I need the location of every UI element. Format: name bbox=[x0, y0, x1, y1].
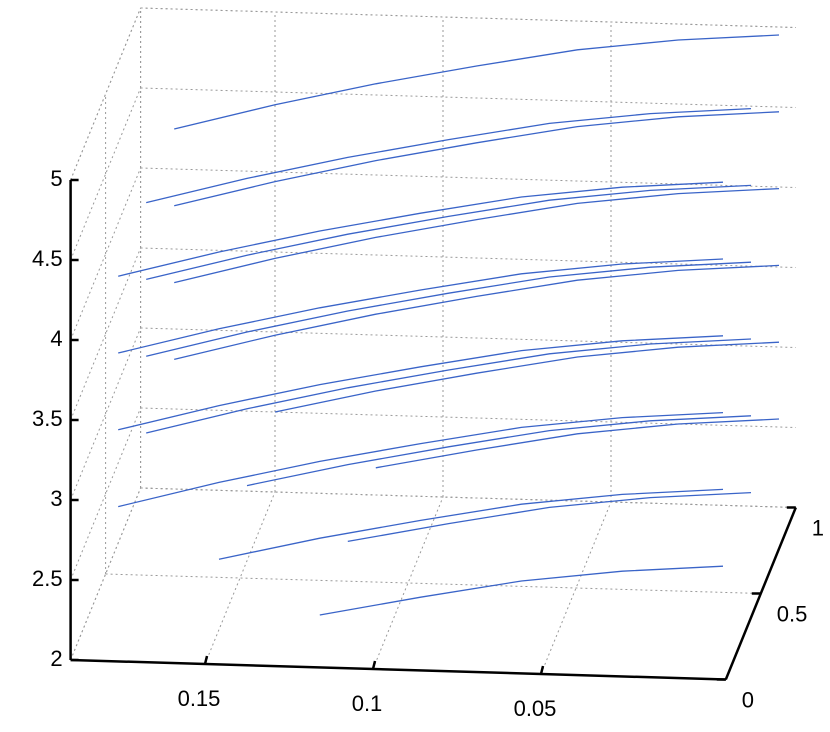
grid-line bbox=[140, 247, 796, 268]
z-tick-label: 4 bbox=[50, 326, 62, 351]
z-tick-label: 3.5 bbox=[32, 406, 63, 431]
x-tick-label: 0.1 bbox=[352, 691, 383, 716]
data-line bbox=[375, 418, 780, 469]
grid-line bbox=[140, 87, 796, 108]
grid-line bbox=[70, 167, 142, 341]
x-tick-label: 0.15 bbox=[178, 686, 221, 711]
grid-line bbox=[70, 247, 142, 421]
z-tick-label: 3 bbox=[50, 486, 62, 511]
z-tick-label: 5 bbox=[50, 166, 62, 191]
z-tick-label: 4.5 bbox=[32, 246, 63, 271]
data-line bbox=[347, 491, 752, 543]
x-tick bbox=[539, 665, 545, 675]
grid-line bbox=[140, 407, 796, 428]
data-line bbox=[118, 258, 724, 354]
box-edge bbox=[70, 7, 142, 181]
grid-line bbox=[70, 7, 142, 181]
data-line bbox=[118, 335, 724, 431]
x-tick-label: 0.05 bbox=[514, 696, 557, 721]
data-line bbox=[174, 264, 780, 361]
data-line bbox=[174, 111, 780, 207]
x-tick bbox=[371, 660, 377, 670]
y-tick-label: 1 bbox=[812, 515, 824, 540]
grid-line bbox=[204, 491, 276, 665]
data-line bbox=[174, 34, 780, 130]
grid-line bbox=[70, 327, 142, 501]
data-line bbox=[319, 565, 724, 616]
x-axis bbox=[70, 658, 726, 681]
data-line bbox=[218, 488, 724, 560]
z-tick-label: 2 bbox=[50, 646, 62, 671]
box-edge bbox=[140, 7, 796, 28]
grid-line bbox=[540, 501, 612, 675]
grid-line bbox=[105, 573, 761, 594]
data-line bbox=[146, 107, 752, 204]
data-line bbox=[146, 184, 752, 281]
grid-line bbox=[70, 407, 142, 581]
x-tick bbox=[203, 655, 209, 665]
grid-line bbox=[140, 327, 796, 348]
data-line bbox=[146, 338, 752, 434]
data-line bbox=[118, 411, 724, 508]
y-tick-label: 0 bbox=[742, 687, 754, 712]
grid-line bbox=[70, 487, 142, 661]
y-tick-label: 0.5 bbox=[777, 601, 808, 626]
data-line bbox=[174, 187, 780, 284]
grid-line bbox=[70, 87, 142, 261]
data-line bbox=[118, 181, 724, 277]
z-tick-label: 2.5 bbox=[32, 566, 63, 591]
grid-line bbox=[140, 487, 796, 508]
data-line bbox=[146, 261, 752, 357]
data-line bbox=[274, 341, 780, 413]
grid-line bbox=[140, 167, 796, 188]
grid-line bbox=[140, 7, 796, 28]
data-line bbox=[246, 415, 752, 487]
grid-line bbox=[372, 496, 444, 670]
